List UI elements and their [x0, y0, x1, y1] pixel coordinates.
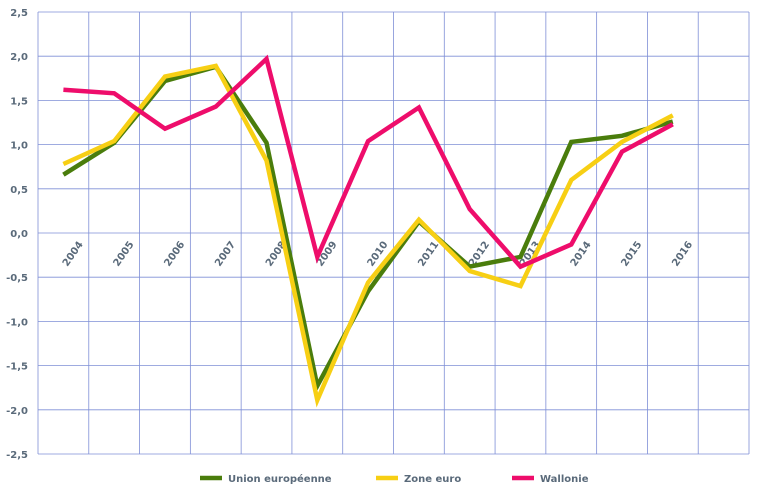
y-tick-label: 2,0	[10, 52, 28, 63]
series-lines	[62, 54, 674, 408]
x-tick-label: 2004	[61, 240, 86, 269]
series-line	[62, 63, 674, 408]
y-tick-label: 2,5	[10, 8, 28, 19]
y-tick-label: -2,0	[6, 406, 28, 417]
legend: Union européenne Zone euro Wallonie	[200, 473, 589, 485]
y-tick-label: -1,5	[6, 362, 28, 373]
x-tick-label: 2011	[416, 240, 441, 269]
y-tick-label: -1,0	[6, 317, 28, 328]
legend-label: Union européenne	[228, 473, 332, 485]
legend-label: Wallonie	[540, 474, 589, 485]
x-axis: 2004 2005 2006 2007 2008 2009 2010 2011 2012 2013…	[61, 240, 695, 269]
legend-label: Zone euro	[404, 474, 461, 485]
y-tick-label: -2,5	[6, 450, 28, 461]
x-tick-label: 2007	[213, 240, 238, 269]
y-tick-label: 0,0	[10, 229, 28, 240]
x-tick-label: 2016	[670, 240, 695, 269]
x-tick-label: 2015	[619, 240, 644, 269]
grid	[37, 11, 750, 455]
y-tick-label: 1,0	[10, 141, 28, 152]
x-tick-label: 2005	[112, 240, 137, 269]
x-tick-label: 2006	[162, 240, 187, 269]
y-tick-label: 1,5	[10, 96, 28, 107]
series-line	[62, 64, 674, 393]
y-tick-label: 0,5	[10, 185, 28, 196]
y-tick-label: -0,5	[6, 273, 28, 284]
series-line	[63, 54, 674, 270]
y-axis: 2,5 2,0 1,5 1,0 0,5 0,0 -0,5 -1,0 -1,5 -2,0 -2,5	[6, 8, 28, 461]
